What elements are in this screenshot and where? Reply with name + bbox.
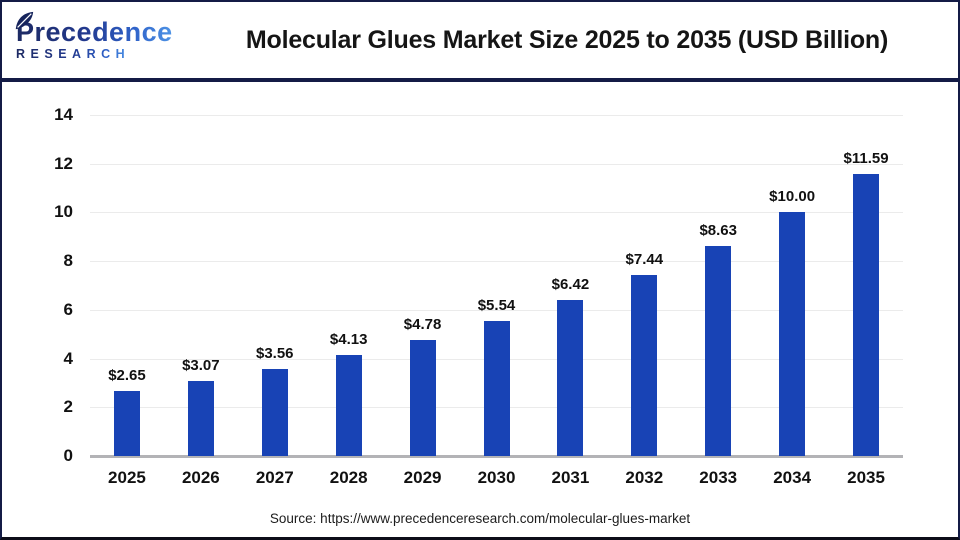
header: Precedence RESEARCH Molecular Glues Mark… [2,2,958,82]
bar-value-label: $4.78 [403,315,442,333]
y-axis-ticks: 0 2 4 6 8 10 12 14 [2,105,73,465]
x-tick-label: 2033 [699,468,738,487]
x-tick-label: 2032 [625,468,664,487]
y-tick-label: 2 [63,397,73,417]
bar-2034 [779,212,806,456]
gridline [90,309,903,311]
gridline [90,212,903,214]
x-tick-label: 2031 [551,468,590,487]
y-tick-label: 6 [63,299,73,319]
x-tick-label: 2035 [847,468,885,487]
x-tick-label: 2034 [773,468,812,487]
x-tick-label: 2029 [403,468,442,487]
plot-area: $2.65 $3.07 $3.56 $4.13 $4.78 $5.54 $6.42 $7.44… [90,115,903,458]
precedence-research-logo: Precedence RESEARCH [15,11,184,62]
chart-title: Molecular Glues Market Size 2025 to 2035… [245,25,889,54]
bar-2028 [335,355,362,456]
bar-value-label: $10.00 [769,188,816,206]
bar-value-label: $6.42 [551,275,590,293]
bar-2035 [853,173,880,456]
logo-subtitle: RESEARCH [16,46,131,61]
y-tick-label: 0 [63,446,73,465]
x-tick-label: 2026 [181,468,220,487]
x-tick-label: 2028 [329,468,368,487]
bar-value-label: $11.59 [843,149,889,167]
gridline [90,163,903,165]
x-axis-baseline [90,455,903,458]
bar-2031 [557,299,584,456]
x-tick-label: 2030 [477,468,516,487]
bar-2033 [705,245,732,456]
logo-wordmark: Precedence [16,16,173,47]
y-tick-label: 4 [63,348,73,368]
y-tick-label: 10 [54,202,73,222]
gridline [90,261,903,263]
y-tick-label: 8 [63,251,73,271]
bar-2027 [261,369,288,456]
source-attribution: Source: https://www.precedenceresearch.c… [269,511,691,526]
x-tick-label: 2025 [108,468,146,487]
bar-value-label: $3.56 [255,345,294,363]
bar-2029 [409,339,436,456]
bar-2026 [187,381,214,456]
bar-value-label: $4.13 [329,331,368,349]
bar-value-label: $5.54 [477,297,516,315]
bar-value-label: $3.07 [182,357,220,375]
y-tick-label: 14 [54,105,73,124]
leaf-icon [15,11,34,29]
bar-value-label: $8.63 [699,221,737,239]
gridline [90,115,903,116]
bar-value-label: $7.44 [625,250,664,268]
bar-value-label: $2.65 [108,367,146,385]
x-axis-labels: 2025 2026 2027 2028 2029 2030 2031 2032 2033 2034… [90,468,903,492]
bar-2032 [631,274,658,456]
bar-2030 [483,321,510,456]
x-tick-label: 2027 [255,468,294,487]
y-tick-label: 12 [54,153,73,173]
bar-2025 [113,391,140,456]
